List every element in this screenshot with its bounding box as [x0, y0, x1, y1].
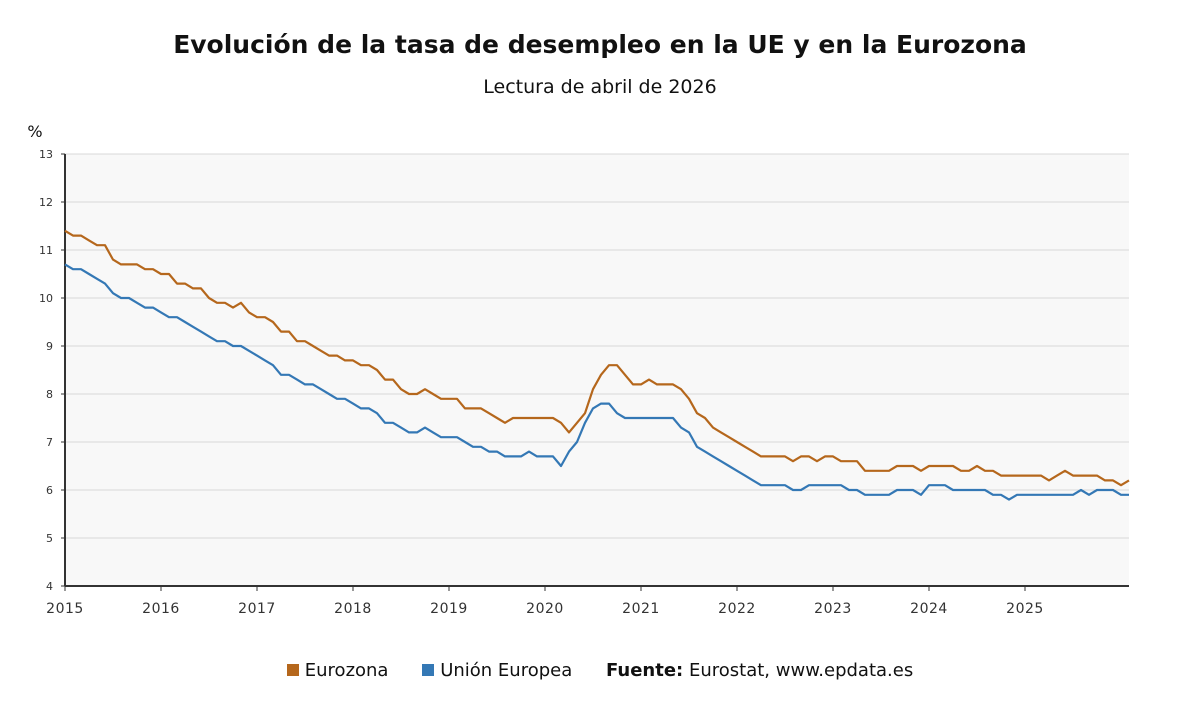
- plot-area: [65, 154, 1129, 586]
- y-tick-label: 12: [39, 196, 53, 209]
- chart-title: Evolución de la tasa de desempleo en la …: [173, 30, 1027, 59]
- x-tick-label: 2021: [622, 601, 660, 617]
- y-tick-label: 8: [46, 388, 53, 401]
- legend: Eurozona Unión Europea Fuente: Eurostat,…: [0, 660, 1200, 681]
- y-tick-label: 9: [46, 340, 53, 353]
- legend-item-eurozona[interactable]: Eurozona: [286, 660, 389, 681]
- series-line-eurozona: [64, 229, 1130, 487]
- x-tick-label: 2019: [430, 601, 468, 617]
- y-tick-label: 11: [39, 244, 53, 257]
- x-tick-label: 2024: [910, 601, 948, 617]
- legend-label: Unión Europea: [440, 660, 573, 681]
- x-tick-label: 2016: [142, 601, 180, 617]
- chart-subtitle: Lectura de abril de 2026: [483, 76, 717, 98]
- y-tick-label: 10: [39, 292, 53, 305]
- source-link[interactable]: www.epdata.es: [775, 660, 914, 681]
- y-tick-label: 5: [46, 532, 53, 545]
- series-line-ue: [64, 263, 1129, 501]
- legend-item-ue[interactable]: Unión Europea: [422, 660, 572, 681]
- x-tick-label: 2025: [1006, 601, 1044, 617]
- x-tick-label: 2020: [526, 601, 564, 617]
- x-tick-label: 2022: [718, 601, 756, 617]
- y-axis-label: %: [27, 122, 42, 141]
- source-label: Fuente:: [606, 660, 684, 681]
- source-text: Eurostat,: [688, 660, 771, 681]
- y-tick-label: 13: [39, 148, 53, 161]
- x-tick-label: 2023: [814, 601, 852, 617]
- y-tick-label: 7: [46, 436, 53, 449]
- y-tick-label: 4: [46, 580, 53, 593]
- legend-label: Eurozona: [304, 660, 389, 681]
- legend-swatch: [286, 664, 299, 676]
- legend-swatch: [422, 664, 435, 676]
- x-tick-label: 2015: [46, 601, 84, 617]
- y-tick-label: 6: [46, 484, 53, 497]
- source: Fuente: Eurostat, www.epdata.es: [606, 660, 913, 681]
- x-tick-label: 2018: [334, 601, 372, 617]
- x-tick-label: 2017: [238, 601, 276, 617]
